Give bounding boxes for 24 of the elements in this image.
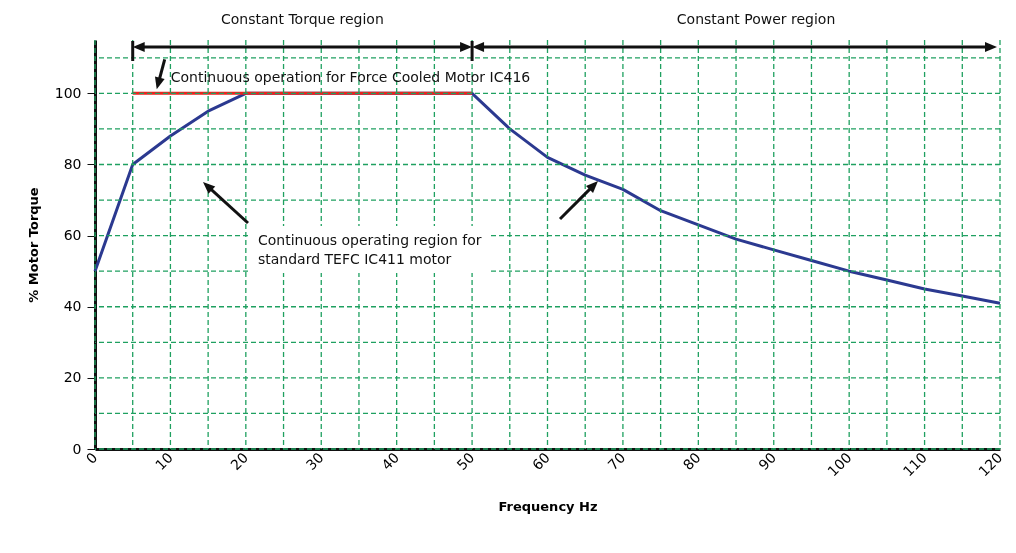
y-tick-label: 20 [63,369,82,386]
annotation: Continuous operation for Force Cooled Motor IC416 [170,69,531,86]
x-tick-label: 90 [755,449,780,474]
x-tick-label: 70 [604,449,629,474]
text: Constant Torque region [221,11,384,27]
x-axis-title: Frequency Hz [498,499,598,515]
x-tick-label: 100 [824,449,855,480]
y-tick-label: 80 [63,155,82,172]
x-tick-label: 20 [227,449,252,474]
x-tick-label: 10 [151,449,176,474]
x-tick-label: 40 [378,449,403,474]
x-tick-label: 80 [679,449,704,474]
x-tick-label: 120 [975,449,1006,480]
y-tick-label: 40 [63,298,82,315]
text: Constant Power region [676,11,836,27]
x-tick-label: 50 [453,449,478,474]
x-tick-label: 30 [302,449,327,474]
x-tick-label: 60 [529,449,553,474]
x-tick-label: 110 [899,449,931,480]
annotation: Continuous operating region for standard TEFC IC411 motor [258,232,482,267]
y-axis-title: % Motor Torque [25,187,41,303]
y-tick-label: 60 [63,227,82,244]
x-tick-label: 0 [82,449,101,467]
y-tick-label: 100 [54,84,82,101]
